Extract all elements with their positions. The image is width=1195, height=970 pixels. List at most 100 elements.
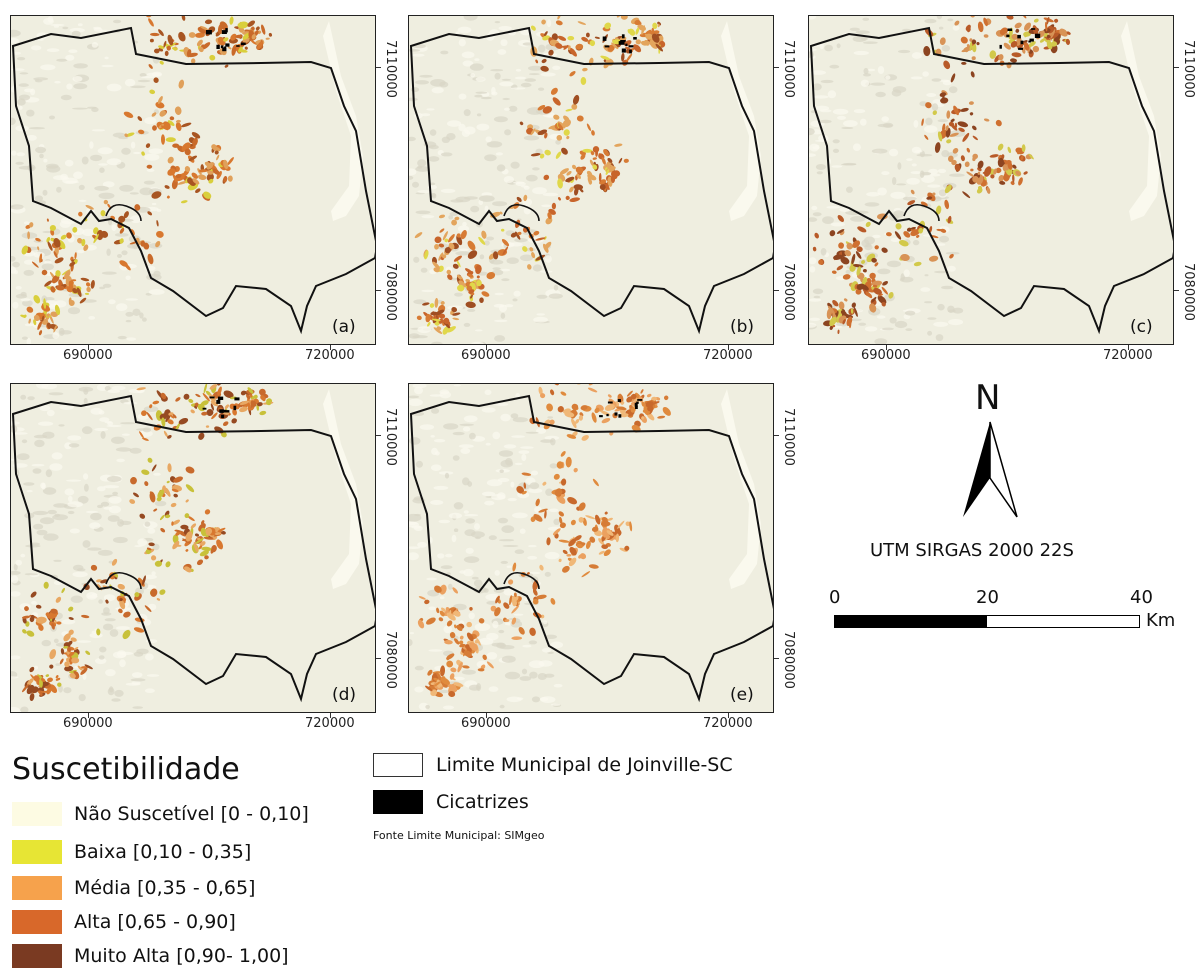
source-note: Fonte Limite Municipal: SIMgeo bbox=[373, 829, 545, 842]
y-tick-label: 7080000 bbox=[781, 263, 796, 321]
scalebar-unit: Km bbox=[1146, 610, 1176, 631]
x-tick-label: 690000 bbox=[63, 716, 113, 731]
x-tick-mark bbox=[886, 345, 887, 350]
scalebar bbox=[834, 615, 1140, 628]
boundary-inlet bbox=[503, 571, 540, 590]
y-tick-label: 7110000 bbox=[1181, 40, 1195, 98]
map-frame bbox=[408, 15, 774, 345]
x-tick-mark bbox=[728, 345, 729, 350]
y-tick-label: 7080000 bbox=[781, 631, 796, 689]
legend-label: Muito Alta [0,90- 1,00] bbox=[74, 945, 289, 967]
panel-label: (c) bbox=[1130, 317, 1153, 337]
hillshade-texture bbox=[409, 16, 564, 344]
susceptibility-patches bbox=[21, 384, 274, 702]
legend-label: Alta [0,65 - 0,90] bbox=[74, 911, 236, 933]
municipal-boundary bbox=[409, 26, 773, 335]
legend-title: Suscetibilidade bbox=[12, 752, 240, 787]
y-tick-label: 7080000 bbox=[383, 631, 398, 689]
susceptibility-map bbox=[409, 384, 773, 712]
legend-label: Não Suscetível [0 - 0,10] bbox=[74, 803, 309, 825]
x-tick-mark bbox=[330, 713, 331, 718]
legend-label: Baixa [0,10 - 0,35] bbox=[74, 841, 252, 863]
map-panel-c: (c) bbox=[808, 15, 1174, 345]
scars-marks bbox=[206, 28, 246, 52]
susceptibility-patches bbox=[812, 16, 1071, 334]
y-tick-label: 7110000 bbox=[781, 408, 796, 466]
scars-swatch bbox=[373, 790, 423, 814]
y-tick-mark bbox=[774, 435, 779, 436]
municipal-boundary bbox=[11, 26, 375, 335]
x-tick-label: 720000 bbox=[703, 716, 753, 731]
susceptibility-map bbox=[809, 16, 1173, 344]
x-tick-label: 720000 bbox=[703, 348, 753, 363]
scars-marks bbox=[999, 28, 1041, 50]
y-tick-mark bbox=[1174, 67, 1179, 68]
x-tick-label: 690000 bbox=[461, 348, 511, 363]
y-tick-mark bbox=[376, 435, 381, 436]
x-tick-label: 720000 bbox=[1103, 348, 1153, 363]
susceptibility-map bbox=[11, 16, 375, 344]
y-tick-label: 7080000 bbox=[383, 263, 398, 321]
y-tick-label: 7110000 bbox=[383, 408, 398, 466]
y-tick-mark bbox=[774, 67, 779, 68]
north-letter: N bbox=[975, 378, 1001, 418]
scalebar-label-0: 0 bbox=[829, 587, 841, 608]
x-tick-mark bbox=[728, 713, 729, 718]
map-frame bbox=[408, 383, 774, 713]
scars-marks bbox=[602, 34, 637, 54]
susceptibility-patches bbox=[417, 384, 671, 698]
hillshade-texture bbox=[809, 16, 966, 344]
boundary-inlet bbox=[105, 203, 142, 222]
hillshade-texture bbox=[11, 384, 167, 712]
x-tick-label: 720000 bbox=[305, 348, 355, 363]
municipal-boundary bbox=[11, 394, 375, 703]
panel-label: (a) bbox=[332, 317, 356, 337]
y-tick-mark bbox=[376, 67, 381, 68]
x-tick-label: 720000 bbox=[305, 716, 355, 731]
x-tick-mark bbox=[486, 713, 487, 718]
legend-swatch bbox=[12, 910, 62, 934]
map-frame bbox=[10, 15, 376, 345]
boundary-inlet bbox=[105, 571, 142, 590]
x-tick-label: 690000 bbox=[461, 716, 511, 731]
y-tick-mark bbox=[1174, 290, 1179, 291]
x-tick-mark bbox=[330, 345, 331, 350]
x-tick-mark bbox=[88, 345, 89, 350]
scalebar-label-20: 20 bbox=[976, 587, 999, 608]
y-tick-label: 7080000 bbox=[1181, 263, 1195, 321]
x-tick-mark bbox=[486, 345, 487, 350]
map-panel-e: (e) bbox=[408, 383, 774, 713]
projection-text: UTM SIRGAS 2000 22S bbox=[870, 540, 1074, 561]
map-panel-a: (a) bbox=[10, 15, 376, 345]
municipal-boundary bbox=[409, 394, 773, 703]
boundary-inlet bbox=[503, 203, 540, 222]
x-tick-mark bbox=[88, 713, 89, 718]
legend-swatch bbox=[12, 876, 62, 900]
north-arrow-icon bbox=[963, 421, 1018, 518]
y-tick-mark bbox=[774, 290, 779, 291]
legend-label: Cicatrizes bbox=[436, 791, 529, 813]
hillshade-texture bbox=[409, 384, 564, 711]
boundary-swatch bbox=[373, 753, 423, 777]
map-panel-b: (b) bbox=[408, 15, 774, 345]
x-tick-label: 690000 bbox=[861, 348, 911, 363]
municipal-boundary bbox=[809, 26, 1173, 335]
susceptibility-map bbox=[11, 384, 375, 712]
map-frame bbox=[10, 383, 376, 713]
map-panel-d: (d) bbox=[10, 383, 376, 713]
legend-swatch bbox=[12, 840, 62, 864]
y-tick-label: 7110000 bbox=[781, 40, 796, 98]
y-tick-label: 7110000 bbox=[383, 40, 398, 98]
legend-label: Média [0,35 - 0,65] bbox=[74, 877, 256, 899]
x-tick-label: 690000 bbox=[63, 348, 113, 363]
x-tick-mark bbox=[1128, 345, 1129, 350]
boundary-inlet bbox=[903, 203, 940, 222]
scalebar-label-40: 40 bbox=[1130, 587, 1153, 608]
susceptibility-map bbox=[409, 16, 773, 344]
map-frame bbox=[808, 15, 1174, 345]
scalebar-filled-segment bbox=[835, 616, 987, 627]
scars-marks bbox=[599, 399, 643, 418]
legend-swatch bbox=[12, 944, 62, 968]
scars-marks bbox=[202, 396, 240, 418]
panel-label: (e) bbox=[730, 685, 754, 705]
